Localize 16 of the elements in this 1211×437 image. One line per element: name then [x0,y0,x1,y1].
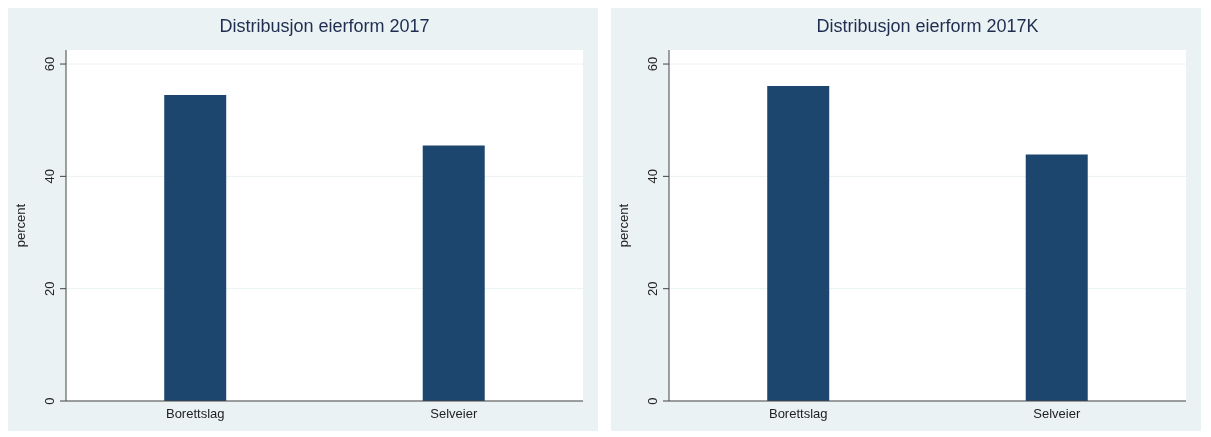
y-axis-title: percent [12,203,28,248]
chart-title: Distribusjon eierform 2017K [815,16,1040,37]
y-tick-label: 60 [645,56,660,72]
y-axis-title: percent [615,203,631,248]
x-tick-label: Borettslag [165,406,225,422]
y-tick-label: 40 [42,169,57,184]
y-tick-label: 0 [645,397,660,405]
y-tick-label: 0 [42,397,57,405]
y-tick-label: 40 [645,169,660,184]
y-tick-label: 20 [42,281,57,296]
x-tick-label: Borettslag [768,406,828,422]
y-tick-label: 60 [42,56,57,72]
x-tick-label: Selveier [1033,406,1081,422]
y-tick-label: 20 [645,281,660,296]
chart-title: Distribusjon eierform 2017 [218,16,431,37]
x-tick-label: Selveier [430,406,478,422]
